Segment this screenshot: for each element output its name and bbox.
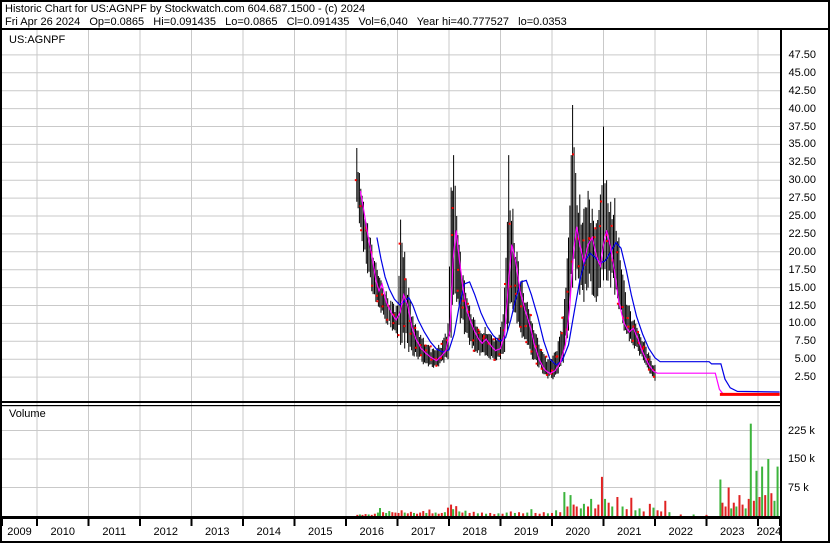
volume-tick-label: 225 k <box>788 424 815 437</box>
year-tick-label: 2016 <box>359 526 384 538</box>
price-tick-label: 20.00 <box>788 245 816 258</box>
price-tick-label: 22.50 <box>788 227 816 240</box>
year-tick-label: 2020 <box>565 526 590 538</box>
price-tick-label: 12.50 <box>788 299 816 312</box>
price-tick-label: 2.50 <box>794 371 816 384</box>
price-tick-label: 7.50 <box>794 335 816 348</box>
price-tick-label: 17.50 <box>788 263 816 276</box>
year-tick-label: 2021 <box>617 526 642 538</box>
price-tick-label: 45.00 <box>788 66 816 79</box>
price-tick-label: 30.00 <box>788 174 816 187</box>
price-tick-label: 10.00 <box>788 317 816 330</box>
year-tick-label: 2022 <box>668 526 693 538</box>
year-tick-label: 2012 <box>153 526 178 538</box>
symbol-label: US:AGNPF <box>9 34 66 46</box>
price-tick-label: 35.00 <box>788 138 816 151</box>
year-tick-label: 2011 <box>102 526 127 538</box>
quote-summary-line: Fri Apr 26 2024 Op=0.0865 Hi=0.091435 Lo… <box>5 16 567 28</box>
year-tick-label: 2017 <box>411 526 436 538</box>
year-tick-label: 2009 <box>7 526 32 538</box>
year-tick-label: 2010 <box>50 526 75 538</box>
price-tick-label: 32.50 <box>788 156 816 169</box>
chart-title: Historic Chart for US:AGNPF by Stockwatc… <box>5 3 366 15</box>
volume-tick-label: 150 k <box>788 453 815 465</box>
price-tick-label: 47.50 <box>788 48 816 61</box>
year-tick-label: 2013 <box>205 526 230 538</box>
price-tick-label: 27.50 <box>788 192 816 205</box>
year-tick-label: 2019 <box>514 526 539 538</box>
year-tick-label: 2023 <box>720 526 745 538</box>
year-tick-label: 2015 <box>308 526 333 538</box>
price-tick-label: 42.50 <box>788 84 816 97</box>
year-tick-label: 2014 <box>256 526 281 538</box>
price-tick-label: 5.00 <box>794 353 816 366</box>
price-tick-label: 37.50 <box>788 120 816 133</box>
price-tick-label: 25.00 <box>788 210 816 222</box>
price-tick-label: 40.00 <box>788 102 816 115</box>
year-tick-label: 2024 <box>756 526 782 538</box>
year-tick-label: 2018 <box>462 526 487 538</box>
volume-pane-label: Volume <box>9 408 46 420</box>
price-tick-label: 15.00 <box>788 281 816 294</box>
volume-tick-label: 75 k <box>788 481 809 494</box>
